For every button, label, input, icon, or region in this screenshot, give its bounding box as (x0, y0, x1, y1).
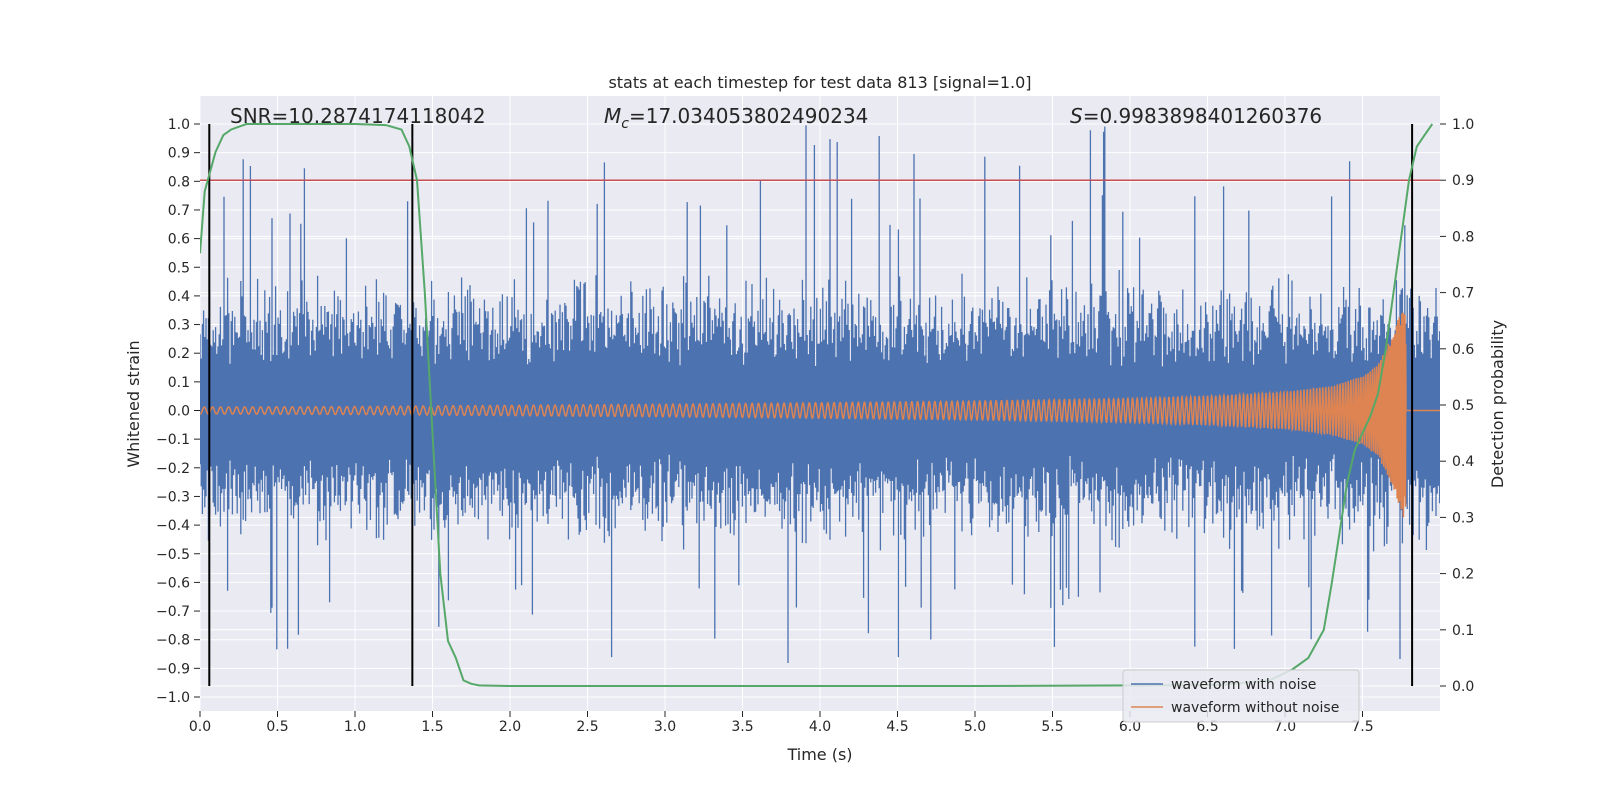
y-tick-label: 0.7 (168, 203, 190, 219)
y-tick-label: −0.4 (156, 518, 190, 534)
y-axis-ticks: −1.0 −0.9 −0.8 −0.7 −0.6 −0.5 −0.4 −0.3 −0.2 −0.1… (156, 117, 200, 706)
y-tick-label: 0.6 (168, 232, 190, 248)
y2-tick-label: 0.0 (1452, 679, 1474, 695)
x-tick-label: 3.0 (654, 719, 676, 735)
y-tick-label: 0.5 (168, 260, 190, 276)
y2-tick-label: 0.3 (1452, 510, 1474, 526)
snr-annotation: SNR=10.2874174118042 (230, 104, 486, 128)
legend-label-clean: waveform without noise (1171, 700, 1339, 716)
y2-tick-label: 0.5 (1452, 398, 1474, 414)
x-tick-label: 1.5 (421, 719, 443, 735)
y2-tick-label: 0.7 (1452, 286, 1474, 302)
x-tick-label: 1.0 (344, 719, 366, 735)
y2-tick-label: 0.8 (1452, 229, 1474, 245)
chirp-mass-annotation: Mc=17.034053802490234 (604, 104, 868, 132)
legend: waveform with noise waveform without noi… (1122, 669, 1360, 723)
y2-tick-label: 0.2 (1452, 567, 1474, 583)
y-tick-label: −0.6 (156, 575, 190, 591)
x-tick-label: 4.0 (809, 719, 831, 735)
x-tick-label: 7.0 (1274, 719, 1296, 735)
y-tick-label: −0.1 (156, 432, 190, 448)
chart-title: stats at each timestep for test data 813… (608, 73, 1031, 92)
x-axis-label: Time (s) (786, 745, 852, 764)
legend-label-noisy: waveform with noise (1171, 677, 1316, 693)
series-waveform-without-noise (200, 312, 1440, 518)
plot-area (200, 123, 1440, 687)
y-tick-label: −0.2 (156, 461, 190, 477)
y2-axis-ticks: 0.0 0.1 0.2 0.3 0.4 0.5 0.6 0.7 0.8 0.9 1.0 (1440, 117, 1474, 695)
y-tick-label: 0.0 (168, 404, 190, 420)
s-annotation: S=0.9983898401260376 (1070, 104, 1322, 128)
y2-axis-label: Detection probability (1488, 320, 1507, 488)
y2-tick-label: 1.0 (1452, 117, 1474, 133)
y2-tick-label: 0.4 (1452, 454, 1474, 470)
y-tick-label: 0.1 (168, 375, 190, 391)
x-axis-ticks: 0.0 0.5 1.0 1.5 2.0 2.5 3.0 3.5 4.0 4.5 5.0 5.5 6.0 6… (189, 711, 1374, 735)
x-tick-label: 2.5 (576, 719, 598, 735)
y-tick-label: 1.0 (168, 117, 190, 133)
event-lines (208, 124, 1414, 686)
y-tick-label: 0.2 (168, 346, 190, 362)
y-tick-label: 0.4 (168, 289, 190, 305)
y2-tick-label: 0.6 (1452, 342, 1474, 358)
x-tick-label: 3.5 (731, 719, 753, 735)
x-tick-label: 0.5 (266, 719, 288, 735)
x-tick-label: 5.5 (1041, 719, 1063, 735)
y2-tick-label: 0.1 (1452, 623, 1474, 639)
x-tick-label: 7.5 (1351, 719, 1373, 735)
y-tick-label: −0.7 (156, 604, 190, 620)
series-detection-probability (200, 123, 1434, 687)
y-tick-label: 0.8 (168, 174, 190, 190)
y-tick-label: −1.0 (156, 690, 190, 706)
legend-box (1122, 669, 1360, 723)
x-tick-label: 4.5 (886, 719, 908, 735)
x-tick-label: 2.0 (499, 719, 521, 735)
y-axis-label: Whitened strain (124, 340, 143, 467)
y-tick-label: −0.9 (156, 661, 190, 677)
x-tick-label: 5.0 (964, 719, 986, 735)
x-tick-label: 0.0 (189, 719, 211, 735)
y-tick-label: 0.3 (168, 318, 190, 334)
y-tick-label: −0.8 (156, 633, 190, 649)
x-tick-label: 6.5 (1196, 719, 1218, 735)
x-tick-label: 6.0 (1119, 719, 1141, 735)
y2-tick-label: 0.9 (1452, 173, 1474, 189)
y-tick-label: −0.5 (156, 547, 190, 563)
y-tick-label: 0.9 (168, 146, 190, 162)
y-tick-label: −0.3 (156, 489, 190, 505)
